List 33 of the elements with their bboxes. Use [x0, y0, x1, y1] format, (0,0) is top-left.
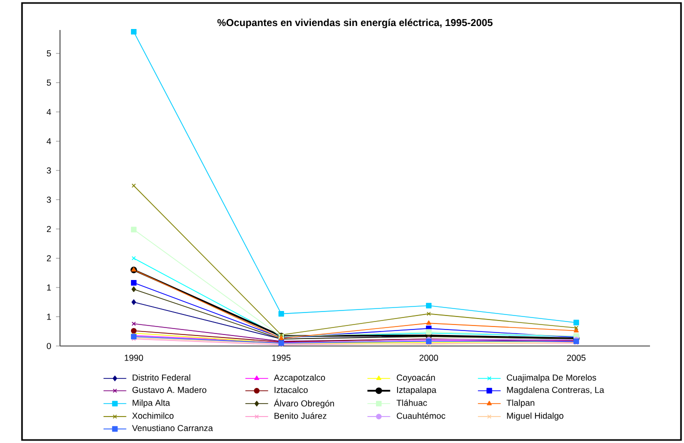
legend-label: Distrito Federal — [132, 374, 190, 381]
legend-label: Miguel Hidalgo — [507, 412, 564, 421]
legend-label: Azcapotzalco — [274, 374, 326, 382]
legend-label: Cuajimalpa De Morelos — [506, 374, 596, 382]
x-tick-label: 1995 — [272, 354, 291, 361]
legend-label: Iztapalapa — [397, 386, 436, 395]
legend-label: Cuauhtémoc — [396, 412, 446, 419]
legend-label: Tlalpan — [506, 400, 534, 408]
chart-title: %Ocupantes en viviendas sin energía eléctrica, 1995-2005 — [217, 18, 493, 28]
legend-label: Iztacalco — [274, 386, 308, 393]
y-tick-label: 2 — [46, 226, 51, 232]
x-tick-label: 1990 — [124, 354, 144, 361]
y-tick-label: 1 — [47, 284, 51, 290]
legend-label: Magdalena Contreras, La — [507, 386, 604, 395]
legend-label: Coyoacán — [396, 374, 435, 382]
legend-label: Benito Juárez — [274, 412, 326, 419]
y-tick-label: 5 — [46, 80, 51, 86]
y-tick-label: 1 — [47, 314, 51, 320]
y-tick-label: 4 — [46, 138, 52, 144]
y-tick-label: 2 — [46, 255, 51, 262]
y-tick-label: 0 — [46, 342, 51, 350]
y-tick-label: 4 — [46, 108, 52, 115]
legend-label: Gustavo A. Madero — [132, 386, 206, 393]
legend-label: Xochimilco — [132, 412, 174, 419]
x-tick-label: 2005 — [567, 354, 586, 361]
legend-label: Tláhuac — [396, 399, 427, 406]
y-tick-label: 3 — [46, 196, 51, 203]
y-tick-label: 5 — [46, 50, 51, 56]
legend-label: Venustiano Carranza — [132, 424, 213, 432]
legend-label: Milpa Alta — [132, 400, 170, 408]
y-tick-label: 3 — [46, 167, 51, 174]
x-tick-label: 2000 — [420, 354, 438, 361]
legend-label: Álvaro Obregón — [274, 398, 334, 408]
